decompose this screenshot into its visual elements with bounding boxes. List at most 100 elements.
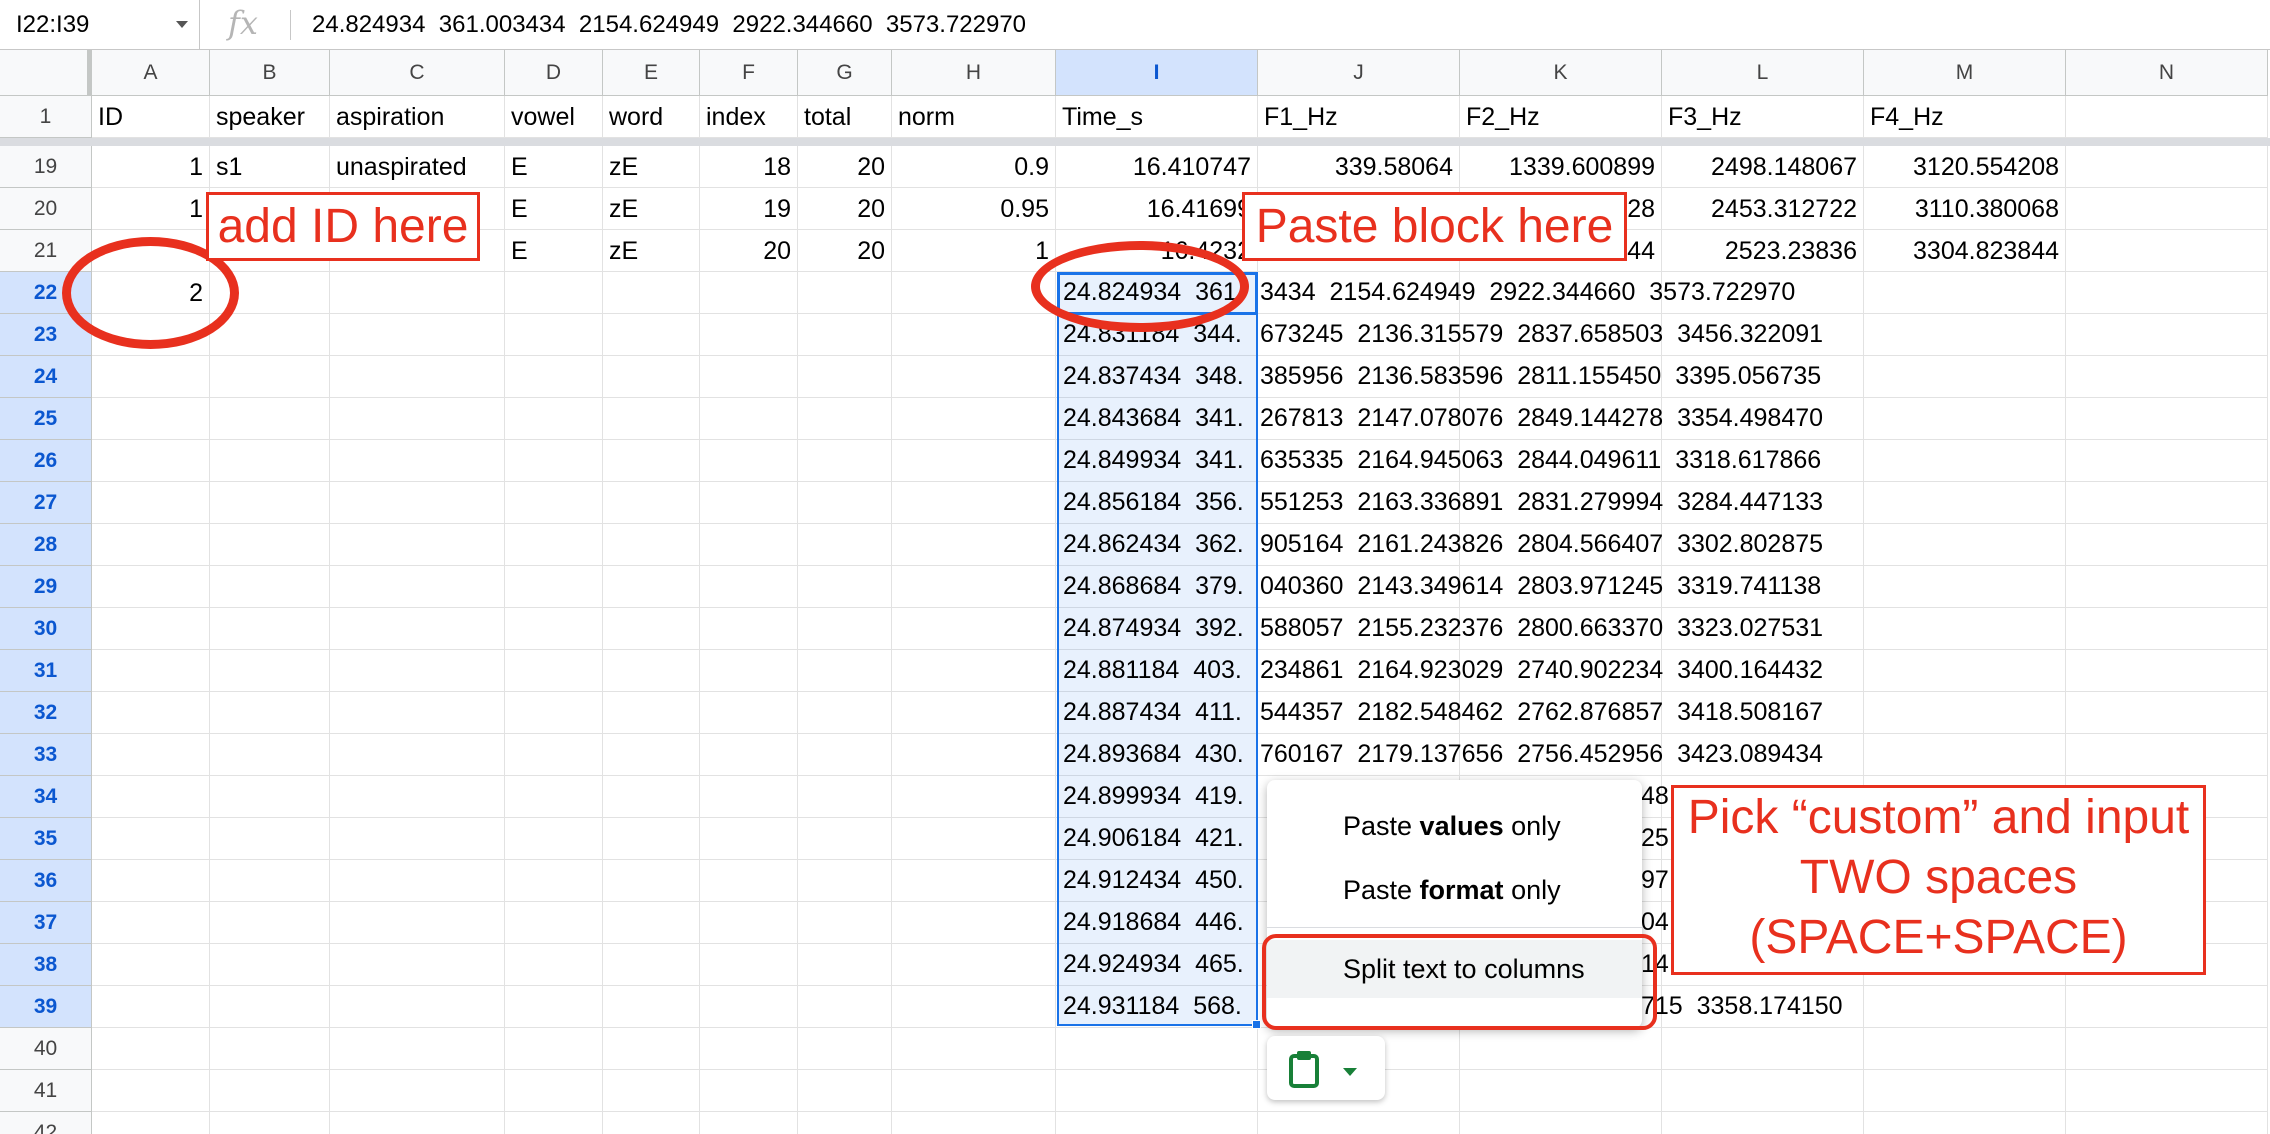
cell[interactable]	[505, 482, 603, 524]
cell[interactable]	[210, 1070, 330, 1112]
cell[interactable]	[2066, 692, 2268, 734]
cell[interactable]	[798, 1028, 892, 1070]
cell[interactable]	[505, 272, 603, 314]
cell[interactable]	[1662, 1112, 1864, 1134]
cell[interactable]	[1460, 1070, 1662, 1112]
cell[interactable]	[892, 650, 1056, 692]
cell[interactable]	[1864, 398, 2066, 440]
cell[interactable]: 1	[892, 230, 1056, 272]
cell[interactable]	[798, 482, 892, 524]
cell[interactable]	[603, 524, 700, 566]
cell[interactable]	[798, 692, 892, 734]
cell[interactable]: 16.410747	[1056, 146, 1258, 188]
cell[interactable]	[892, 902, 1056, 944]
cell[interactable]	[1258, 1112, 1460, 1134]
cell[interactable]	[330, 1070, 505, 1112]
cell[interactable]	[2066, 1112, 2268, 1134]
row-header[interactable]: 40	[0, 1028, 92, 1070]
cell[interactable]	[330, 272, 505, 314]
column-header-d[interactable]: D	[505, 50, 603, 96]
cell[interactable]	[603, 734, 700, 776]
cell[interactable]	[892, 314, 1056, 356]
cell[interactable]	[2066, 230, 2268, 272]
cell[interactable]: ID	[92, 96, 210, 138]
cell[interactable]	[798, 1112, 892, 1134]
cell[interactable]	[700, 818, 798, 860]
cell[interactable]	[1460, 734, 1662, 776]
cell[interactable]	[330, 608, 505, 650]
column-header-h[interactable]: H	[892, 50, 1056, 96]
cell[interactable]	[700, 356, 798, 398]
cell[interactable]	[700, 440, 798, 482]
cell[interactable]	[330, 482, 505, 524]
cell[interactable]	[330, 986, 505, 1028]
menu-item-split-text-to-columns[interactable]: Split text to columns	[1267, 940, 1642, 998]
row-header[interactable]: 38	[0, 944, 92, 986]
cell[interactable]	[505, 692, 603, 734]
cell[interactable]: 19	[700, 188, 798, 230]
cell[interactable]	[1662, 734, 1864, 776]
cell[interactable]	[798, 650, 892, 692]
cell[interactable]	[210, 944, 330, 986]
cell[interactable]: F3_Hz	[1662, 96, 1864, 138]
cell[interactable]: 339.58064	[1258, 146, 1460, 188]
cell[interactable]	[505, 1070, 603, 1112]
cell[interactable]	[892, 398, 1056, 440]
cell[interactable]	[210, 608, 330, 650]
row-header[interactable]: 19	[0, 146, 92, 188]
formula-input[interactable]: 24.824934 361.003434 2154.624949 2922.34…	[312, 11, 1027, 38]
cell[interactable]	[700, 566, 798, 608]
cell[interactable]	[798, 776, 892, 818]
cell[interactable]: E	[505, 230, 603, 272]
cell[interactable]: unaspirated	[330, 146, 505, 188]
cell[interactable]	[798, 902, 892, 944]
cell[interactable]: 3110.380068	[1864, 188, 2066, 230]
cell[interactable]	[1258, 608, 1460, 650]
cell[interactable]	[1662, 356, 1864, 398]
paste-options-button[interactable]	[1267, 1036, 1385, 1100]
cell[interactable]	[798, 860, 892, 902]
cell[interactable]	[798, 524, 892, 566]
cell[interactable]	[210, 566, 330, 608]
cell[interactable]	[1864, 650, 2066, 692]
cell[interactable]	[1864, 272, 2066, 314]
cell[interactable]: speaker	[210, 96, 330, 138]
column-header-m[interactable]: M	[1864, 50, 2066, 96]
cell[interactable]	[505, 1112, 603, 1134]
cell[interactable]	[1864, 986, 2066, 1028]
cell[interactable]	[798, 1070, 892, 1112]
cell[interactable]	[700, 986, 798, 1028]
cell[interactable]	[210, 272, 330, 314]
cell[interactable]: 44	[1460, 230, 1662, 272]
cell[interactable]	[210, 818, 330, 860]
row-header[interactable]: 24	[0, 356, 92, 398]
cell[interactable]	[92, 440, 210, 482]
cell[interactable]	[2066, 314, 2268, 356]
cell[interactable]	[700, 314, 798, 356]
cell[interactable]	[2066, 440, 2268, 482]
cell[interactable]	[798, 440, 892, 482]
row-header[interactable]: 28	[0, 524, 92, 566]
cell[interactable]	[210, 1028, 330, 1070]
cell[interactable]	[1662, 524, 1864, 566]
cell[interactable]	[330, 314, 505, 356]
cell[interactable]	[603, 482, 700, 524]
cell[interactable]	[892, 692, 1056, 734]
cell[interactable]	[1662, 650, 1864, 692]
cell[interactable]	[700, 902, 798, 944]
cell[interactable]	[603, 902, 700, 944]
cell[interactable]	[2066, 1028, 2268, 1070]
cell[interactable]	[1662, 398, 1864, 440]
cell[interactable]	[700, 1112, 798, 1134]
cell[interactable]	[92, 314, 210, 356]
cell[interactable]	[1258, 1070, 1460, 1112]
cell[interactable]	[1258, 272, 1460, 314]
cell[interactable]	[505, 734, 603, 776]
cell[interactable]	[330, 566, 505, 608]
cell[interactable]	[1460, 314, 1662, 356]
cell[interactable]	[700, 482, 798, 524]
cell[interactable]	[2066, 944, 2268, 986]
cell[interactable]	[892, 608, 1056, 650]
cell[interactable]	[1662, 608, 1864, 650]
cell[interactable]	[1460, 398, 1662, 440]
